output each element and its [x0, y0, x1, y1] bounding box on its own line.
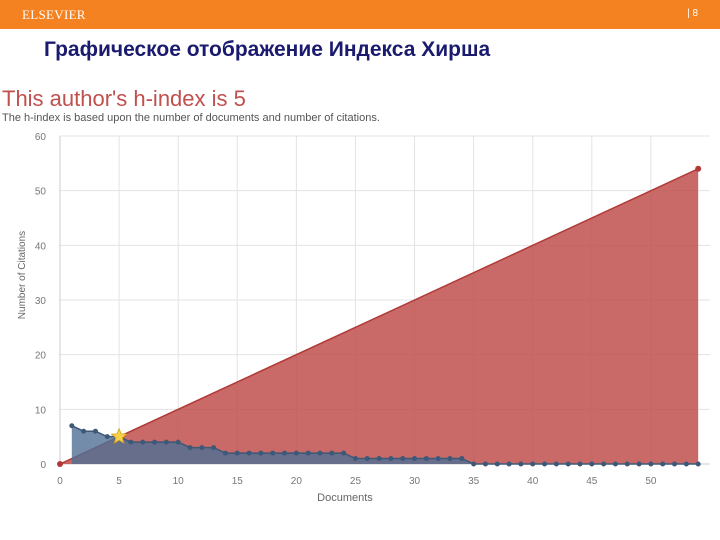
citation-point: [683, 461, 689, 467]
x-axis-label: Documents: [317, 492, 373, 504]
citations-area: [71, 425, 699, 464]
x-tick-label: 20: [291, 476, 303, 487]
citation-point: [104, 434, 110, 440]
y-tick-label: 30: [35, 296, 47, 307]
citation-point: [672, 461, 678, 467]
citation-point: [282, 450, 288, 456]
h-index-star-icon: [110, 427, 128, 444]
citation-point: [412, 456, 418, 462]
citation-point: [388, 456, 394, 462]
citation-point: [270, 450, 276, 456]
chart-subtitle: The h-index is based upon the number of …: [2, 112, 380, 124]
citation-point: [234, 450, 240, 456]
citation-point: [435, 456, 441, 462]
x-tick-label: 30: [409, 476, 421, 487]
citation-point: [518, 461, 524, 467]
citation-point: [317, 450, 323, 456]
y-tick-label: 60: [35, 132, 47, 143]
citation-point: [589, 461, 595, 467]
citation-point: [447, 456, 453, 462]
citation-point: [648, 461, 654, 467]
y-tick-label: 0: [40, 460, 46, 471]
x-tick-label: 0: [57, 476, 63, 487]
x-tick-label: 45: [586, 476, 598, 487]
x-tick-label: 35: [468, 476, 480, 487]
citation-point: [305, 450, 311, 456]
citation-point: [400, 456, 406, 462]
citation-point: [329, 450, 335, 456]
y-axis-label: Number of Citations: [17, 231, 28, 319]
x-tick-label: 5: [116, 476, 122, 487]
citation-point: [482, 461, 488, 467]
x-tick-label: 50: [645, 476, 657, 487]
slide-title: Графическое отображение Индекса Хирша: [44, 38, 491, 61]
citation-point: [246, 450, 252, 456]
chart-title: This author's h-index is 5: [2, 86, 246, 111]
citation-point: [612, 461, 618, 467]
brand-logo-text: ELSEVIER: [22, 7, 86, 22]
x-tick-label: 15: [232, 476, 244, 487]
citation-point: [163, 439, 169, 445]
threshold-point: [695, 165, 702, 172]
citation-point: [152, 439, 158, 445]
citation-point: [565, 461, 571, 467]
citation-point: [459, 456, 465, 462]
citation-point: [81, 428, 87, 434]
x-tick-label: 25: [350, 476, 362, 487]
citation-point: [695, 461, 701, 467]
page-number: | 8: [687, 8, 698, 19]
x-tick-label: 40: [527, 476, 539, 487]
citation-point: [199, 445, 205, 451]
citation-point: [530, 461, 536, 467]
citation-point: [187, 445, 193, 451]
y-tick-label: 20: [35, 351, 47, 362]
citation-point: [494, 461, 500, 467]
citation-point: [175, 439, 181, 445]
citation-point: [506, 461, 512, 467]
citation-point: [471, 461, 477, 467]
citation-point: [352, 456, 358, 462]
threshold-point: [57, 461, 63, 467]
citation-point: [423, 456, 429, 462]
y-tick-label: 40: [35, 241, 47, 252]
citation-point: [553, 461, 559, 467]
citation-point: [376, 456, 382, 462]
citation-point: [660, 461, 666, 467]
citation-point: [128, 439, 134, 445]
citation-point: [140, 439, 146, 445]
citation-point: [364, 456, 370, 462]
citation-point: [293, 450, 299, 456]
threshold-line: [59, 168, 699, 465]
citation-point: [624, 461, 630, 467]
citation-point: [601, 461, 607, 467]
top-bar: ELSEVIER | 8: [0, 0, 720, 29]
x-tick-label: 10: [173, 476, 185, 487]
h-index-chart: 0 10 20 30 40 50 60 0 5 10 15 20 25 30 35 40 45 50 Documen…: [17, 132, 710, 504]
citation-point: [341, 450, 347, 456]
citation-point: [542, 461, 548, 467]
y-tick-label: 50: [35, 187, 47, 198]
y-tick-label: 10: [35, 405, 47, 416]
citation-point: [92, 428, 98, 434]
citation-point: [636, 461, 642, 467]
citation-point: [222, 450, 228, 456]
citation-point: [211, 445, 217, 451]
citation-point: [69, 423, 75, 429]
citation-point: [577, 461, 583, 467]
citation-point: [258, 450, 264, 456]
